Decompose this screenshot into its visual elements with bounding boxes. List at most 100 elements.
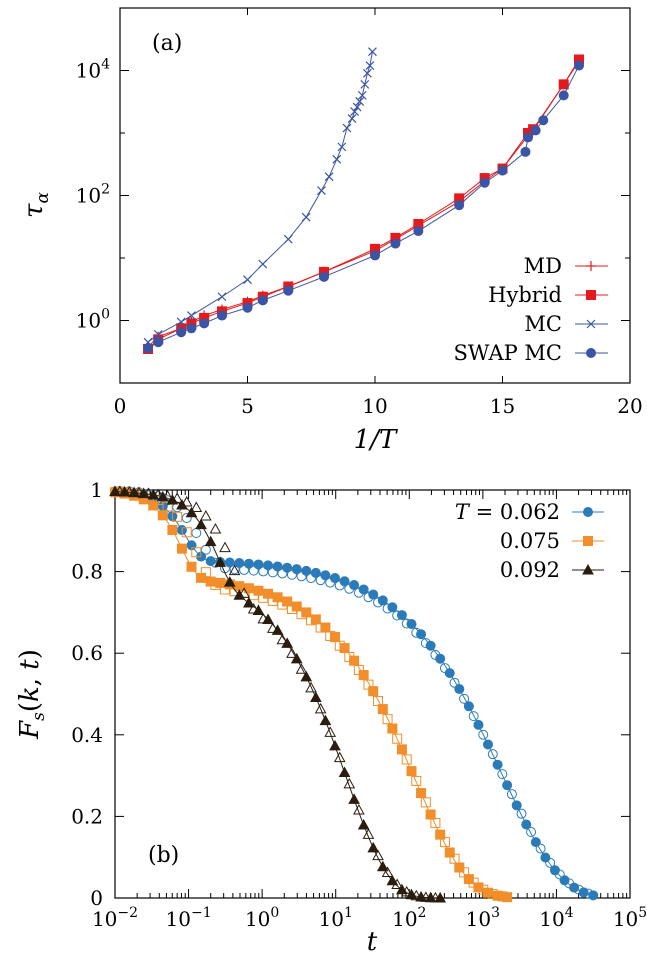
data-point: [396, 744, 407, 755]
data-point-open: [314, 702, 327, 714]
data-point-open: [478, 884, 489, 895]
data-point-open: [142, 487, 155, 498]
data-point: [301, 212, 311, 222]
data-point-open: [381, 866, 394, 878]
data-point-open: [487, 889, 498, 900]
panel-b-y-tick-label: 0.6: [71, 641, 103, 665]
panel-b-y-tick-label: 1: [90, 478, 103, 502]
data-point-open: [238, 587, 250, 598]
data-point: [350, 107, 360, 117]
data-point: [574, 60, 584, 71]
data-point-open: [133, 486, 145, 498]
data-point: [368, 589, 379, 600]
data-point-open: [296, 609, 307, 620]
data-point: [454, 200, 465, 211]
data-point-open: [430, 649, 441, 660]
data-point-open: [247, 602, 260, 614]
data-point-open: [411, 627, 422, 638]
panel-b-x-tick-label: 105: [613, 905, 647, 931]
panel-b-x-axis-title: t: [367, 927, 378, 956]
data-point-open: [535, 843, 546, 854]
legend-label: T = 0.062: [455, 500, 560, 524]
panel-b-series-T-0.062: [110, 485, 599, 901]
data-point: [338, 766, 351, 778]
data-point: [310, 691, 322, 703]
data-point: [538, 115, 549, 126]
panel-b-x-tick-label: 104: [539, 905, 573, 931]
data-point: [258, 259, 268, 269]
data-point-open: [459, 867, 470, 878]
panel-b-x-tick-label: 10−2: [92, 905, 138, 931]
data-point-open: [497, 891, 508, 902]
legend-label: 0.092: [500, 558, 560, 582]
panel-b-y-tick-label: 0: [90, 886, 103, 910]
data-point: [376, 860, 389, 872]
data-point-open: [306, 615, 317, 626]
data-point: [492, 759, 503, 770]
data-point-open: [190, 501, 203, 512]
data-point: [588, 890, 599, 901]
data-point: [167, 524, 178, 535]
data-point: [319, 271, 329, 282]
data-point-open: [200, 509, 212, 521]
panel-b-x-tick-label: 102: [392, 905, 426, 931]
panel-b-series-T-0.092: [109, 485, 447, 903]
data-point: [425, 640, 436, 651]
data-point: [332, 154, 342, 164]
data-point: [352, 102, 362, 112]
data-point: [368, 47, 377, 57]
data-point-open: [410, 889, 423, 901]
panel-a-series-hybrid: [143, 54, 584, 354]
data-point-open: [373, 597, 384, 608]
data-point-open: [401, 618, 412, 629]
data-point: [523, 132, 533, 143]
data-point-open: [420, 638, 431, 649]
data-point: [530, 125, 541, 136]
data-point-open: [333, 751, 346, 763]
data-point-open: [564, 878, 575, 889]
data-point-open: [353, 664, 364, 675]
data-point-open: [219, 541, 231, 553]
data-point-open: [152, 488, 164, 499]
data-point-open: [161, 490, 174, 501]
data-point: [329, 739, 341, 751]
data-point: [355, 97, 365, 106]
data-point-open: [257, 612, 270, 624]
data-point: [186, 311, 196, 320]
data-point-open: [545, 857, 556, 868]
data-point: [199, 318, 210, 329]
data-point: [406, 766, 417, 777]
data-point-open: [171, 492, 184, 503]
panel-b-label: (b): [148, 843, 179, 868]
panel-a-ticks: 0 5 10 15 20 100 102 104: [76, 7, 643, 418]
data-point-open: [353, 587, 364, 598]
data-point: [317, 186, 326, 195]
data-point-open: [439, 837, 450, 848]
data-point: [357, 818, 370, 830]
data-point-open: [419, 891, 432, 902]
data-point: [511, 800, 522, 811]
data-point-open: [334, 640, 345, 651]
data-point: [157, 510, 168, 521]
legend-label: MC: [524, 312, 562, 336]
panel-a-y-tick-label: 100: [76, 307, 110, 333]
data-point: [243, 275, 252, 285]
legend-label: Hybrid: [488, 283, 562, 307]
data-point: [497, 165, 508, 176]
data-point: [176, 543, 187, 554]
data-point-open: [296, 571, 307, 582]
data-point-open: [420, 797, 431, 808]
data-point-open: [267, 595, 278, 606]
data-point-open: [239, 564, 250, 575]
data-point-open: [439, 663, 450, 674]
legend-marker: [586, 348, 596, 358]
panel-a-y-tick-label: 102: [76, 182, 110, 208]
panel-a-y-axis-title: τα: [19, 192, 53, 218]
data-point: [558, 90, 569, 101]
data-point: [530, 837, 541, 848]
data-point-open: [372, 849, 384, 861]
data-point-open: [449, 853, 460, 864]
data-point: [257, 295, 268, 306]
panel-a-x-tick-label: 20: [617, 394, 642, 418]
data-point-open: [228, 564, 241, 576]
